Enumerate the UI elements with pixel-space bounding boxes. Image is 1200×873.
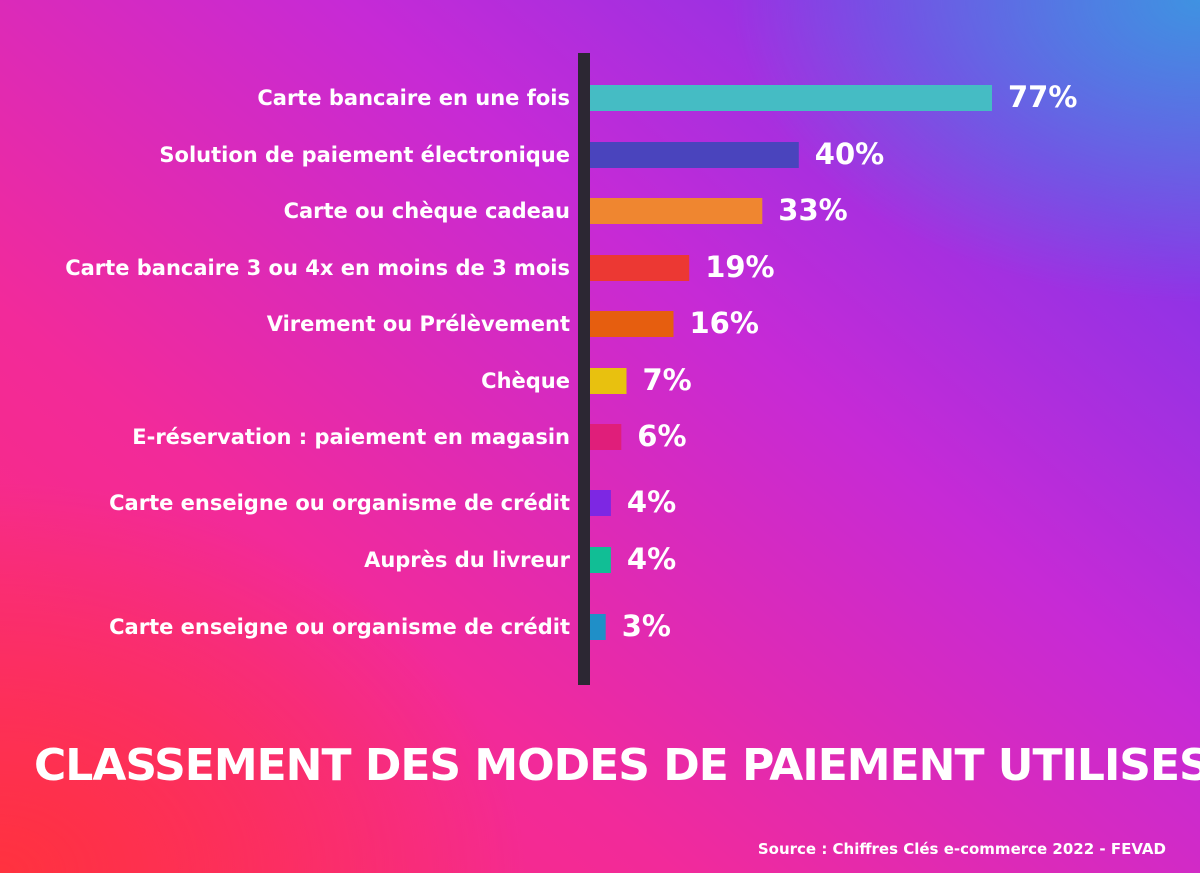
chart-source: Source : Chiffres Clés e-commerce 2022 -… xyxy=(757,840,1166,858)
bar xyxy=(590,490,611,516)
value-label: 19% xyxy=(705,250,774,284)
category-label: Carte bancaire 3 ou 4x en moins de 3 moi… xyxy=(65,256,570,280)
value-label: 16% xyxy=(690,306,759,340)
category-label: E-réservation : paiement en magasin xyxy=(132,425,570,449)
bar xyxy=(590,614,606,640)
category-label: Carte enseigne ou organisme de crédit xyxy=(109,615,570,639)
category-label: Auprès du livreur xyxy=(364,548,571,572)
value-label: 6% xyxy=(637,419,686,453)
axis-line xyxy=(578,53,590,685)
category-labels-group: Carte bancaire en une fois Solution de pa… xyxy=(65,86,570,639)
value-label: 4% xyxy=(627,485,676,519)
value-labels-group: 77% 40% 33%19% 16% 7% 6% 4% 4% 3% xyxy=(622,80,1078,643)
category-label: Carte ou chèque cadeau xyxy=(284,199,570,223)
value-label: 77% xyxy=(1008,80,1077,114)
bar xyxy=(590,85,992,111)
bar xyxy=(590,142,799,168)
category-label: Carte bancaire en une fois xyxy=(257,86,570,110)
chart-title: CLASSEMENT DES MODES DE PAIEMENT UTILISE… xyxy=(34,740,1200,791)
bar xyxy=(590,547,611,573)
bar xyxy=(590,311,674,337)
bars-group xyxy=(590,85,992,640)
bar xyxy=(590,255,690,281)
value-label: 40% xyxy=(815,137,884,171)
value-label: 4% xyxy=(627,542,676,576)
bar xyxy=(590,424,622,450)
value-label: 7% xyxy=(643,363,692,397)
category-label: Carte enseigne ou organisme de crédit xyxy=(109,491,570,515)
category-label: Solution de paiement électronique xyxy=(159,143,570,167)
value-label: 33% xyxy=(778,193,847,227)
category-label: Chèque xyxy=(481,369,570,393)
category-label: Virement ou Prélèvement xyxy=(267,312,570,336)
bar xyxy=(590,198,763,224)
value-label: 3% xyxy=(622,609,671,643)
bar xyxy=(590,368,627,394)
